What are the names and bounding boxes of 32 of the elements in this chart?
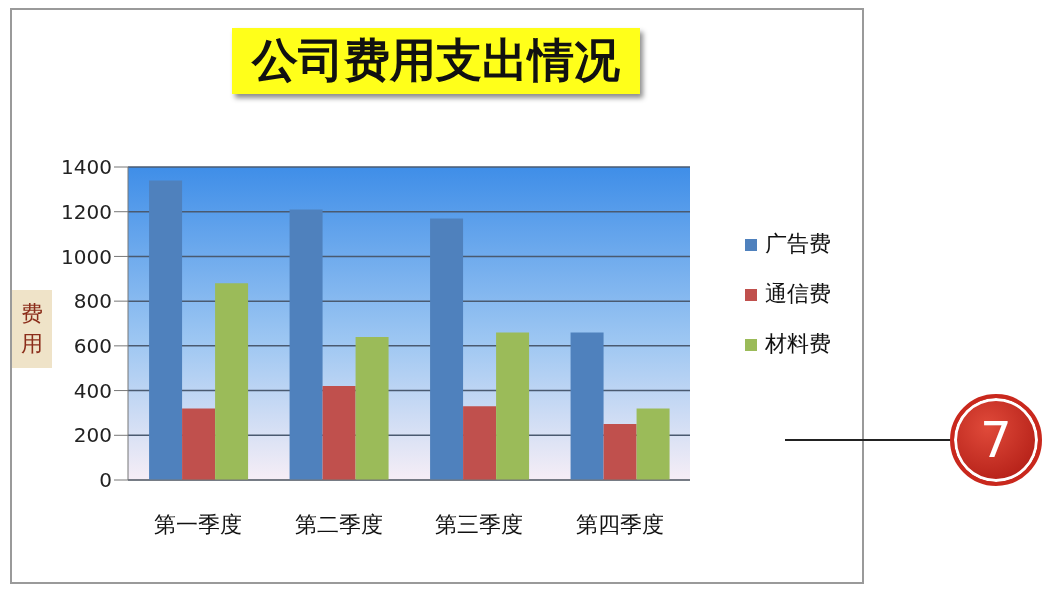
bar <box>463 406 497 480</box>
bar <box>322 386 356 480</box>
y-tick-label: 1200 <box>61 199 112 224</box>
legend-label: 通信费 <box>765 281 831 306</box>
y-tick-label: 0 <box>99 468 112 493</box>
y-tick-label: 400 <box>73 378 112 403</box>
text: 7 <box>980 411 1012 469</box>
bar <box>636 408 670 480</box>
legend-label: 广告费 <box>765 231 831 256</box>
y-tick-label: 600 <box>73 333 112 358</box>
y-tick-label: 1400 <box>61 155 112 180</box>
y-axis-title: 费用 <box>20 300 44 358</box>
bar <box>182 408 216 480</box>
bar <box>289 209 323 480</box>
bar <box>355 336 389 480</box>
label-box: 费用 <box>12 290 52 368</box>
y-tick-label: 1000 <box>61 244 112 269</box>
x-tick-label: 第三季度 <box>435 511 524 537</box>
bar <box>570 332 604 480</box>
x-tick-label: 第四季度 <box>575 511 664 537</box>
y-tick-label: 800 <box>73 289 112 314</box>
bar <box>215 283 249 480</box>
legend-label: 材料费 <box>765 331 831 356</box>
x-tick-label: 第一季度 <box>154 511 243 537</box>
bar <box>430 218 464 480</box>
title-box: 公司费用支出情况 <box>232 28 640 94</box>
chart-title: 公司费用支出情况 <box>252 32 620 89</box>
y-tick-label: 200 <box>73 423 112 448</box>
bar <box>496 332 530 480</box>
x-tick-label: 第二季度 <box>294 511 383 537</box>
bar <box>149 180 183 480</box>
bar <box>603 424 637 480</box>
